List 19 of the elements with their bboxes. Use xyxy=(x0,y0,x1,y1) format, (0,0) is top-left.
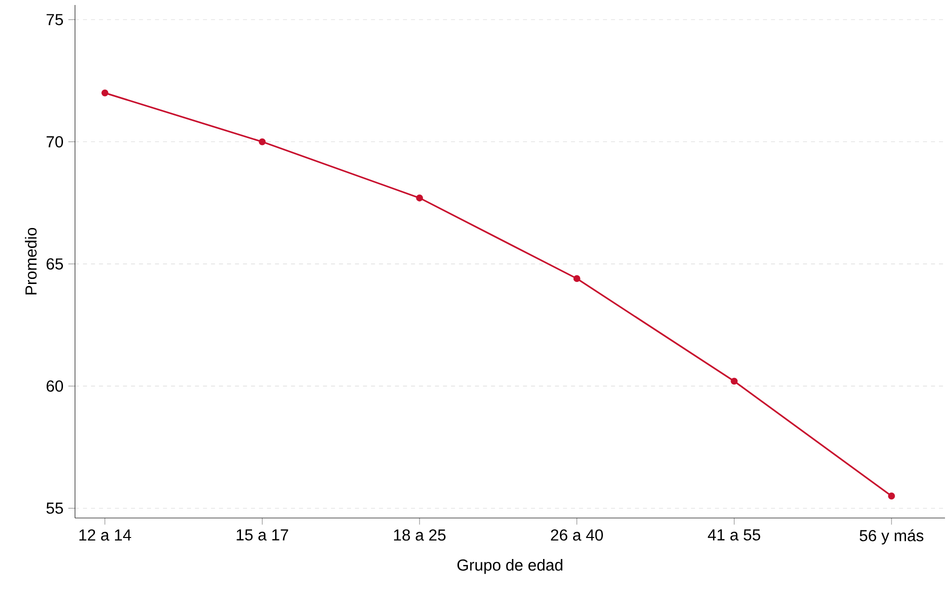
x-tick-label: 41 a 55 xyxy=(708,529,760,541)
x-tick-label: 15 a 17 xyxy=(236,529,288,541)
point xyxy=(258,138,266,146)
y-tick-label: 75 xyxy=(46,14,63,26)
x-tick-label: 56 y más xyxy=(860,529,924,544)
point xyxy=(101,89,108,96)
point xyxy=(573,275,580,282)
x-tick-label: 18 a 25 xyxy=(394,529,446,541)
point xyxy=(416,194,424,202)
y-tick-label: 70 xyxy=(46,136,64,148)
x-tick-label: 26 a 40 xyxy=(550,529,603,541)
point xyxy=(888,492,895,500)
y-tick-label: 65 xyxy=(46,258,63,270)
y-tick-label: 55 xyxy=(46,502,63,514)
y-tick-label: 60 xyxy=(46,380,64,392)
x-axis-title: Grupo de edad xyxy=(457,558,562,574)
x-tick-label: 12 a 14 xyxy=(79,529,132,541)
y-axis-title: Promedio xyxy=(24,228,37,294)
point xyxy=(730,378,738,385)
